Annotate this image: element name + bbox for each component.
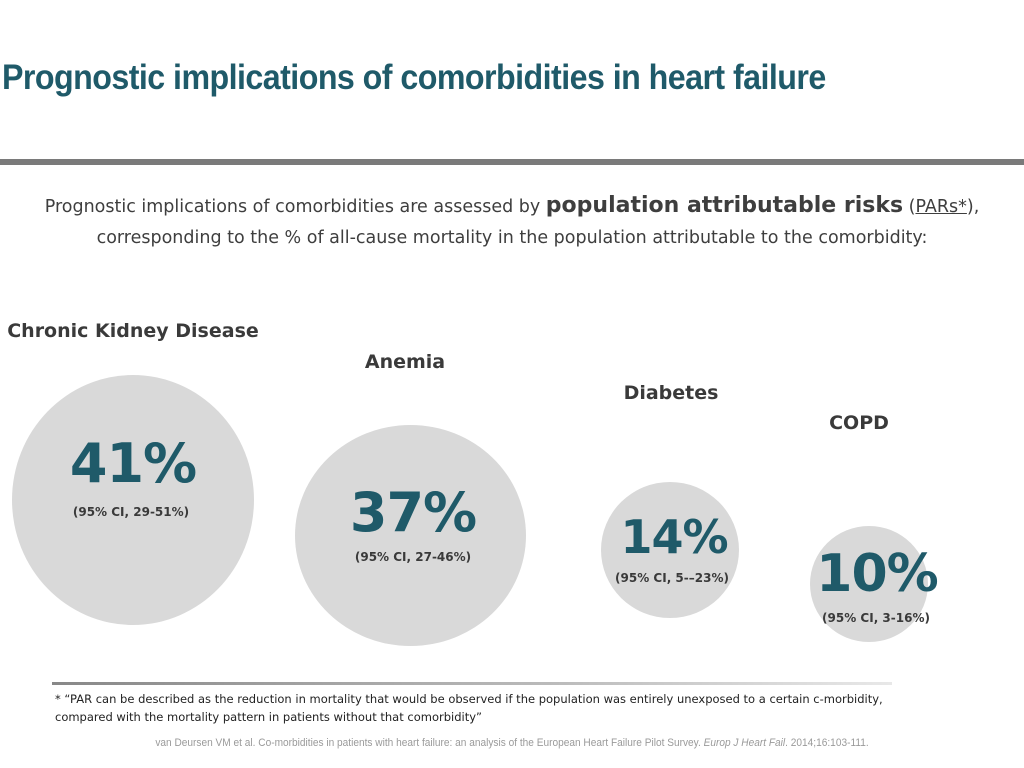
ci-anemia: (95% CI, 27-46%): [354, 550, 472, 564]
citation-journal: Europ J Heart Fail: [703, 737, 786, 749]
ci-ckd: (95% CI, 29-51%): [72, 505, 190, 519]
intro-text: Prognostic implications of comorbidities…: [20, 190, 1004, 254]
citation: van Deursen VM et al. Co-morbidities in …: [41, 737, 983, 749]
page-title: Prognostic implications of comorbidities…: [2, 58, 826, 97]
circle-copd: [810, 526, 928, 642]
intro-line2: corresponding to the % of all-cause mort…: [96, 228, 928, 248]
ci-diabetes: (95% CI, 5-–23%): [615, 571, 729, 585]
value-copd: 10%: [816, 544, 938, 604]
intro-strong: population attributable risks: [545, 193, 904, 218]
footnote-divider: [52, 682, 892, 685]
label-copd: COPD: [829, 412, 889, 434]
circle-diabetes: [601, 482, 739, 618]
footnote: * “PAR can be described as the reduction…: [55, 690, 915, 726]
circle-anemia: [295, 425, 526, 646]
label-anemia: Anemia: [364, 351, 446, 373]
ci-copd: (95% CI, 3-16%): [822, 611, 930, 625]
circle-ckd: [12, 375, 254, 625]
intro-before: Prognostic implications of comorbidities…: [44, 197, 546, 217]
citation-tail: . 2014;16:103-111.: [785, 737, 869, 749]
label-ckd: Chronic Kidney Disease: [7, 320, 259, 342]
label-diabetes: Diabetes: [623, 382, 719, 404]
value-ckd: 41%: [69, 432, 197, 495]
citation-text: van Deursen VM et al. Co-morbidities in …: [155, 737, 704, 749]
intro-after: ),: [966, 197, 980, 217]
value-anemia: 37%: [349, 481, 477, 544]
title-divider: [0, 159, 1024, 165]
footnote-line2: compared with the mortality pattern in p…: [55, 710, 482, 724]
intro-paren-open: (: [903, 197, 916, 217]
pars-link[interactable]: PARs*: [915, 197, 967, 217]
footnote-line1: * “PAR can be described as the reduction…: [55, 692, 883, 706]
value-diabetes: 14%: [620, 510, 728, 564]
